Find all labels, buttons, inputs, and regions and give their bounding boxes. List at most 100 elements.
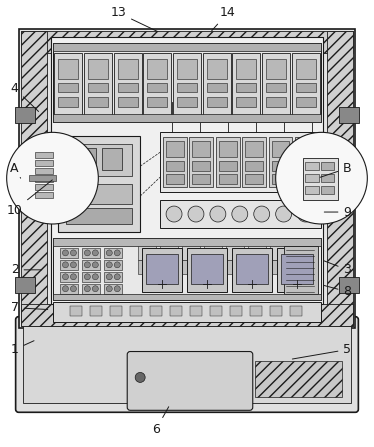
Bar xyxy=(177,83,197,93)
Bar xyxy=(104,284,122,294)
Bar xyxy=(207,59,227,79)
Circle shape xyxy=(276,132,367,224)
Bar xyxy=(226,260,244,274)
Bar xyxy=(177,59,197,79)
Bar xyxy=(142,248,182,292)
Bar xyxy=(163,137,187,187)
Bar xyxy=(15,277,34,293)
Bar xyxy=(104,248,122,258)
Bar xyxy=(52,238,322,300)
Bar xyxy=(236,97,256,107)
Text: 14: 14 xyxy=(212,6,236,31)
Circle shape xyxy=(70,274,76,280)
Circle shape xyxy=(135,372,145,382)
Bar xyxy=(298,141,316,157)
Bar xyxy=(245,141,263,157)
Bar xyxy=(84,53,112,118)
Bar xyxy=(270,246,288,260)
Bar xyxy=(34,184,52,190)
Bar xyxy=(160,260,178,274)
Bar xyxy=(52,238,322,246)
Bar xyxy=(67,208,132,224)
Text: 13: 13 xyxy=(110,6,157,32)
Bar xyxy=(248,260,266,274)
Bar xyxy=(207,97,227,107)
Bar xyxy=(118,83,138,93)
Bar xyxy=(204,260,222,274)
Text: 4: 4 xyxy=(11,82,39,111)
Bar xyxy=(226,246,244,260)
Bar xyxy=(245,174,263,184)
Bar xyxy=(52,42,322,51)
Bar xyxy=(21,31,46,325)
Bar xyxy=(218,141,236,157)
Bar xyxy=(187,248,227,292)
Circle shape xyxy=(254,206,270,222)
Circle shape xyxy=(106,274,112,280)
Bar xyxy=(296,83,316,93)
Bar xyxy=(296,97,316,107)
Bar xyxy=(289,306,301,316)
Bar xyxy=(67,184,132,204)
Circle shape xyxy=(92,286,98,292)
Bar xyxy=(21,31,353,53)
Circle shape xyxy=(114,274,120,280)
Bar xyxy=(67,144,132,176)
Bar xyxy=(236,83,256,93)
Circle shape xyxy=(114,286,120,292)
Bar xyxy=(270,306,282,316)
Bar xyxy=(328,31,353,325)
Circle shape xyxy=(62,250,68,256)
Bar xyxy=(303,158,338,200)
FancyBboxPatch shape xyxy=(127,351,253,410)
Bar xyxy=(242,137,266,187)
Circle shape xyxy=(106,286,112,292)
Bar xyxy=(170,306,182,316)
Circle shape xyxy=(70,250,76,256)
Bar xyxy=(182,260,200,274)
Bar xyxy=(52,294,322,300)
Bar xyxy=(50,37,324,304)
Bar xyxy=(321,186,334,194)
Circle shape xyxy=(62,274,68,280)
Bar xyxy=(172,49,202,59)
Bar xyxy=(177,97,197,107)
Bar xyxy=(58,59,78,79)
Bar xyxy=(34,192,52,198)
Bar xyxy=(61,272,79,282)
Circle shape xyxy=(92,262,98,268)
Bar xyxy=(321,174,334,182)
Text: 2: 2 xyxy=(11,263,42,276)
Bar xyxy=(58,83,78,93)
Bar xyxy=(269,137,292,187)
Bar xyxy=(204,246,222,260)
Bar xyxy=(191,254,223,284)
Bar xyxy=(147,97,167,107)
Bar xyxy=(272,141,289,157)
Bar xyxy=(34,160,52,166)
Bar xyxy=(160,246,178,260)
Bar xyxy=(147,59,167,79)
Bar xyxy=(88,83,108,93)
Circle shape xyxy=(85,250,91,256)
Text: A: A xyxy=(10,162,21,178)
Bar xyxy=(118,97,138,107)
Bar xyxy=(102,148,122,170)
Circle shape xyxy=(85,274,91,280)
Bar xyxy=(230,306,242,316)
Bar xyxy=(236,59,256,79)
Circle shape xyxy=(210,206,226,222)
Bar xyxy=(272,161,289,171)
Bar xyxy=(192,141,210,157)
Bar xyxy=(91,306,102,316)
Bar xyxy=(245,161,263,171)
Circle shape xyxy=(92,250,98,256)
Bar xyxy=(210,306,222,316)
Circle shape xyxy=(114,250,120,256)
Bar xyxy=(218,174,236,184)
Bar xyxy=(321,162,334,170)
Bar xyxy=(340,107,359,123)
Bar xyxy=(266,59,286,79)
Bar xyxy=(70,306,82,316)
Bar xyxy=(22,325,352,403)
